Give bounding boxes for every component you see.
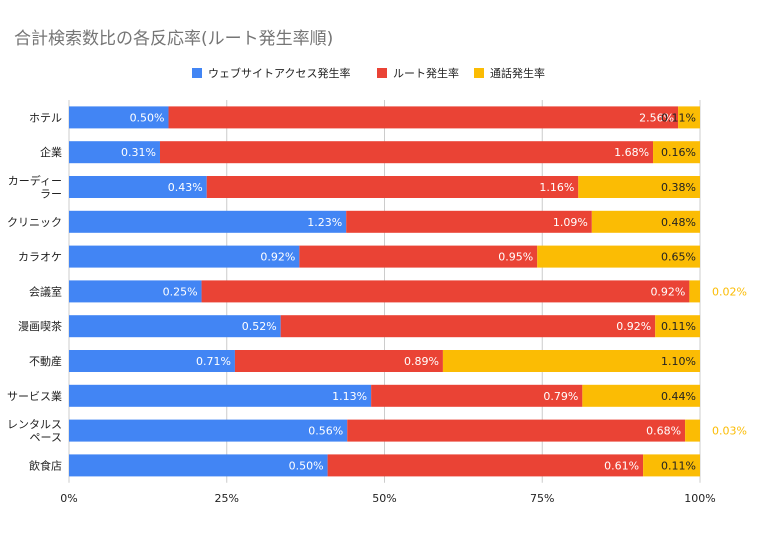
data-label: 0.50% [130,111,165,124]
data-label: 0.48% [661,216,696,229]
category-label: ホテル [29,111,62,124]
data-label: 0.03% [712,425,747,438]
bar-segment [69,106,169,129]
data-label: 0.02% [712,285,747,298]
bar-segment [69,245,300,268]
data-label: 0.11% [661,111,696,124]
data-label: 0.43% [168,181,203,194]
data-label: 1.23% [307,216,342,229]
data-label: 1.10% [661,355,696,368]
bar-segment [678,106,700,129]
legend-swatch [474,68,484,78]
data-label: 1.09% [553,216,588,229]
x-tick-label: 50% [372,492,396,505]
bar-segment [643,454,700,477]
bar-segment [299,245,538,268]
bar-segment [159,141,654,164]
x-tick-label: 25% [215,492,239,505]
data-label: 0.71% [196,355,231,368]
data-label: 0.56% [308,425,343,438]
data-label: 0.11% [661,320,696,333]
data-label: 0.65% [661,251,696,264]
category-label: ペース [30,431,62,444]
bar-segment [685,419,700,442]
category-label: 企業 [40,145,62,159]
category-label: 飲食店 [29,458,62,472]
data-label: 0.89% [404,355,439,368]
data-label: 1.68% [614,146,649,159]
bar-segment [327,454,644,477]
bar-segment [689,280,700,303]
data-label: 0.31% [121,146,156,159]
legend-label: ルート発生率 [393,66,459,80]
data-label: 0.92% [650,285,685,298]
data-label: 0.68% [646,425,681,438]
bar-segment [655,315,700,338]
bar-segment [69,176,207,198]
bar-segment [69,141,160,164]
bar-segment [69,315,281,338]
category-label: サービス業 [7,390,62,403]
data-label: 0.79% [543,390,578,403]
bar-segment [69,210,347,233]
category-label: 漫画喫茶 [18,319,62,333]
bar-segment [201,280,690,303]
bar-segment [234,350,443,372]
bar-segment [69,384,372,407]
bar-segment [69,350,235,372]
category-labels: ホテル企業カーディーラークリニックカラオケ会議室漫画喫茶不動産サービス業レンタル… [7,111,62,472]
bars: 0.50% 2.56%0.11%0.31% 1.68% 0.16%0.43% 1.16%… [69,106,747,477]
bar-segment [582,384,700,407]
data-label: 1.13% [332,390,367,403]
data-label: 0.52% [242,320,277,333]
data-label: 0.44% [661,390,696,403]
data-label: 0.16% [661,146,696,159]
data-label: 0.92% [260,251,295,264]
category-label: 会議室 [29,284,62,298]
bar-segment [69,280,202,303]
bar-segment [206,176,579,198]
data-label: 0.95% [498,251,533,264]
bar-segment [347,419,686,442]
legend-label: ウェブサイトアクセス発生率 [208,66,350,80]
chart-title: 合計検索数比の各反応率(ルート発生率順) [14,29,333,49]
data-label: 2.56% [639,111,674,124]
x-tick-label: 100% [684,492,715,505]
data-label: 1.16% [539,181,574,194]
bar-segment [537,245,700,268]
category-label: 不動産 [29,354,62,368]
bar-segment [69,454,328,477]
legend: ウェブサイトアクセス発生率 ルート発生率 通話発生率 [192,66,545,80]
x-tick-label: 75% [530,492,554,505]
bar-segment [280,315,656,338]
category-label: カラオケ [18,251,62,264]
data-label: 0.50% [289,459,324,472]
x-tick-label: 0% [60,492,77,505]
legend-label: 通話発生率 [490,66,545,80]
category-label: レンタルス [7,418,62,431]
data-label: 0.38% [661,181,696,194]
data-label: 0.61% [604,459,639,472]
data-label: 0.11% [661,459,696,472]
x-tick-labels: 0% 25% 50% 75% 100% [60,492,715,505]
data-label: 0.92% [616,320,651,333]
bar-segment [591,210,700,233]
bar-segment [371,384,583,407]
bar-segment [346,210,592,233]
legend-swatch [192,68,202,78]
category-label: ラー [40,188,62,201]
category-label: カーディー [8,174,62,188]
bar-segment [69,419,348,442]
bar-segment [442,350,700,372]
bar-segment [168,106,679,129]
legend-swatch [377,68,387,78]
bar-segment [578,176,700,198]
bar-segment [653,141,700,164]
category-label: クリニック [7,216,62,229]
data-label: 0.25% [163,285,198,298]
